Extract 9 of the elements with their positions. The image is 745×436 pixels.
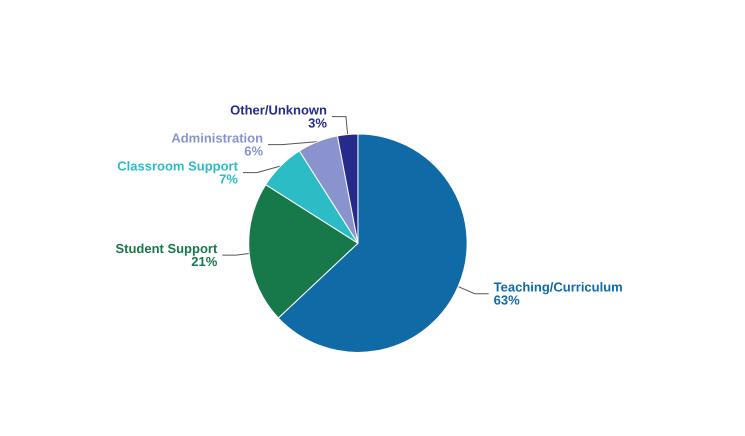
data-label: 63%: [494, 292, 520, 308]
data-label: 6%: [244, 144, 264, 159]
slice-label: Classroom Support: [117, 158, 239, 174]
slice-label: Administration: [171, 130, 264, 146]
data-label: 3%: [308, 116, 328, 131]
slice-label: Student Support: [115, 241, 218, 256]
slice-label: Other/Unknown: [230, 102, 328, 118]
data-label: 7%: [219, 172, 238, 187]
slice-label: Teaching/Curriculum: [494, 280, 623, 295]
